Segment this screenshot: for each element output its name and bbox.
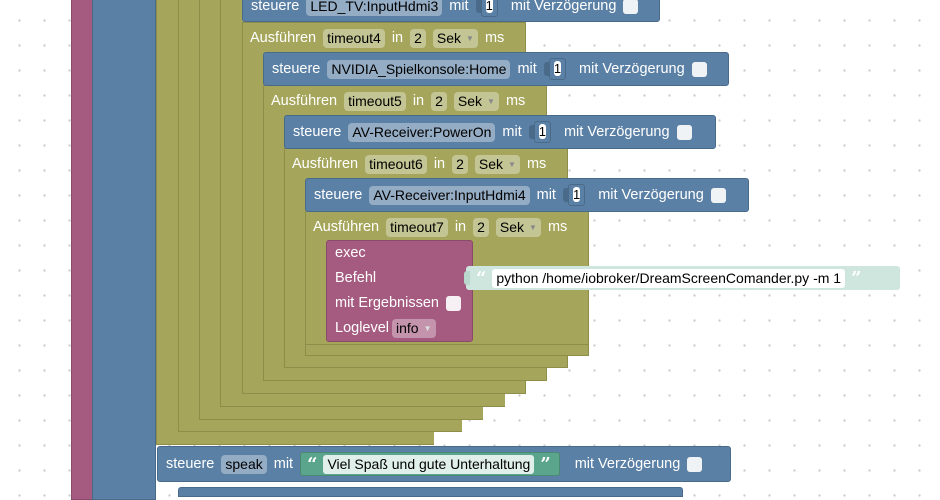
loglevel-dropdown[interactable]: info ▼ xyxy=(392,318,436,338)
chevron-down-icon: ▼ xyxy=(487,96,495,106)
control-2-value[interactable]: 1 xyxy=(553,61,562,76)
control-4-value[interactable]: 1 xyxy=(572,187,581,202)
with-results-label: mit Ergebnissen xyxy=(335,295,439,311)
with-label: mit xyxy=(273,456,294,472)
timeout7-value[interactable]: 2 xyxy=(473,217,489,237)
control-2-value-socket[interactable]: 1 xyxy=(543,58,567,80)
with-delay-label: mit Verzögerung xyxy=(563,124,670,140)
control-label: steuere xyxy=(293,124,342,140)
exec-loglevel-row: Loglevel info ▼ xyxy=(335,318,443,338)
exec-command-label: Befehl xyxy=(335,270,377,286)
ms-label: ms xyxy=(505,93,526,109)
timeout4-value[interactable]: 2 xyxy=(410,28,426,48)
speak-row: steuere speak mit “ Viel Spaß und gute U… xyxy=(166,452,709,476)
control-2-delay-checkbox[interactable] xyxy=(691,61,707,77)
next-control-block[interactable] xyxy=(178,487,683,497)
outer-control-stack[interactable] xyxy=(92,0,156,500)
timeout4-unit-dropdown[interactable]: Sek ▼ xyxy=(432,28,478,48)
with-label: mit xyxy=(536,187,556,203)
in-label: in xyxy=(454,219,467,235)
timeout7-header: Ausführen timeout7 in 2 Sek ▼ ms xyxy=(313,217,574,237)
execute-label: Ausführen xyxy=(250,30,317,46)
timeout5-value[interactable]: 2 xyxy=(431,91,447,111)
timeout5-header: Ausführen timeout5 in 2 Sek ▼ ms xyxy=(271,91,532,111)
speak-target[interactable]: speak xyxy=(221,454,267,474)
timeout7-name[interactable]: timeout7 xyxy=(386,217,448,237)
control-4-target[interactable]: AV-Receiver:InputHdmi4 xyxy=(369,185,530,205)
open-quote-icon: “ xyxy=(307,453,318,475)
command-text-field[interactable]: python /home/iobroker/DreamScreenComande… xyxy=(492,268,846,288)
open-quote-icon: “ xyxy=(476,267,487,289)
exec-results-row: mit Ergebnissen xyxy=(335,293,468,313)
with-results-checkbox[interactable] xyxy=(445,295,461,311)
with-label: mit xyxy=(449,0,469,14)
with-delay-label: mit Verzögerung xyxy=(598,187,704,203)
execute-label: Ausführen xyxy=(313,219,380,235)
control-1-value-socket[interactable]: 1 xyxy=(475,0,498,17)
speak-string-block[interactable]: “ Viel Spaß und gute Unterhaltung ” xyxy=(300,452,560,476)
with-label: mit xyxy=(517,61,537,77)
control-1-value[interactable]: 1 xyxy=(485,0,493,13)
speak-text-field[interactable]: Viel Spaß und gute Unterhaltung xyxy=(323,454,535,474)
control-label: steuere xyxy=(272,61,321,77)
control-1-target[interactable]: LED_TV:InputHdmi3 xyxy=(306,0,443,16)
timeout6-unit-dropdown[interactable]: Sek ▼ xyxy=(474,154,520,174)
in-label: in xyxy=(391,30,404,46)
chevron-down-icon: ▼ xyxy=(529,222,537,232)
in-label: in xyxy=(412,93,425,109)
loglevel-label: Loglevel xyxy=(335,320,390,336)
timeout5-unit-dropdown[interactable]: Sek ▼ xyxy=(453,91,499,111)
control-row-2: steuere NVIDIA_Spielkonsole:Home mit 1 m… xyxy=(272,58,714,80)
control-3-delay-checkbox[interactable] xyxy=(676,124,692,140)
closing-bar-7 xyxy=(305,344,589,356)
with-delay-label: mit Verzögerung xyxy=(579,61,685,77)
control-label: steuere xyxy=(314,187,363,203)
ms-label: ms xyxy=(526,156,547,172)
timeout5-name[interactable]: timeout5 xyxy=(344,91,406,111)
control-row-4: steuere AV-Receiver:InputHdmi4 mit 1 mit… xyxy=(314,184,733,206)
control-1-delay-checkbox[interactable] xyxy=(623,0,639,14)
chevron-down-icon: ▼ xyxy=(466,33,474,43)
speak-delay-checkbox[interactable] xyxy=(687,456,703,472)
chevron-down-icon: ▼ xyxy=(423,323,432,333)
control-4-delay-checkbox[interactable] xyxy=(710,187,726,203)
control-block-2[interactable] xyxy=(263,52,729,86)
timeout7-unit-dropdown[interactable]: Sek ▼ xyxy=(495,217,541,237)
close-quote-icon: ” xyxy=(540,453,551,475)
close-quote-icon: ” xyxy=(851,267,862,289)
control-3-value-socket[interactable]: 1 xyxy=(528,121,551,143)
control-row-1: steuere LED_TV:InputHdmi3 mit 1 mit Verz… xyxy=(251,0,645,17)
execute-label: Ausführen xyxy=(271,93,338,109)
command-string-block[interactable]: “ python /home/iobroker/DreamScreenComan… xyxy=(464,266,900,290)
control-block-3[interactable] xyxy=(284,115,716,149)
with-label: mit xyxy=(502,124,522,140)
control-3-target[interactable]: AV-Receiver:PowerOn xyxy=(348,122,496,142)
in-label: in xyxy=(433,156,446,172)
control-2-target[interactable]: NVIDIA_Spielkonsole:Home xyxy=(327,59,511,79)
control-label: steuere xyxy=(251,0,300,14)
control-block-1[interactable] xyxy=(242,0,660,22)
control-block-4[interactable] xyxy=(305,178,749,212)
control-3-value[interactable]: 1 xyxy=(538,124,546,139)
chevron-down-icon: ▼ xyxy=(508,159,516,169)
control-label: steuere xyxy=(166,456,215,472)
control-row-3: steuere AV-Receiver:PowerOn mit 1 mit Ve… xyxy=(293,121,699,143)
timeout6-name[interactable]: timeout6 xyxy=(365,154,427,174)
exec-block[interactable] xyxy=(326,240,473,342)
timeout6-header: Ausführen timeout6 in 2 Sek ▼ ms xyxy=(292,154,553,174)
ms-label: ms xyxy=(484,30,505,46)
ms-label: ms xyxy=(547,219,568,235)
timeout4-header: Ausführen timeout4 in 2 Sek ▼ ms xyxy=(250,28,511,48)
with-delay-label: mit Verzögerung xyxy=(574,456,681,472)
with-delay-label: mit Verzögerung xyxy=(510,0,617,14)
timeout4-name[interactable]: timeout4 xyxy=(323,28,385,48)
control-4-value-socket[interactable]: 1 xyxy=(562,184,586,206)
execute-label: Ausführen xyxy=(292,156,359,172)
timeout6-value[interactable]: 2 xyxy=(452,154,468,174)
exec-title: exec xyxy=(335,245,366,261)
